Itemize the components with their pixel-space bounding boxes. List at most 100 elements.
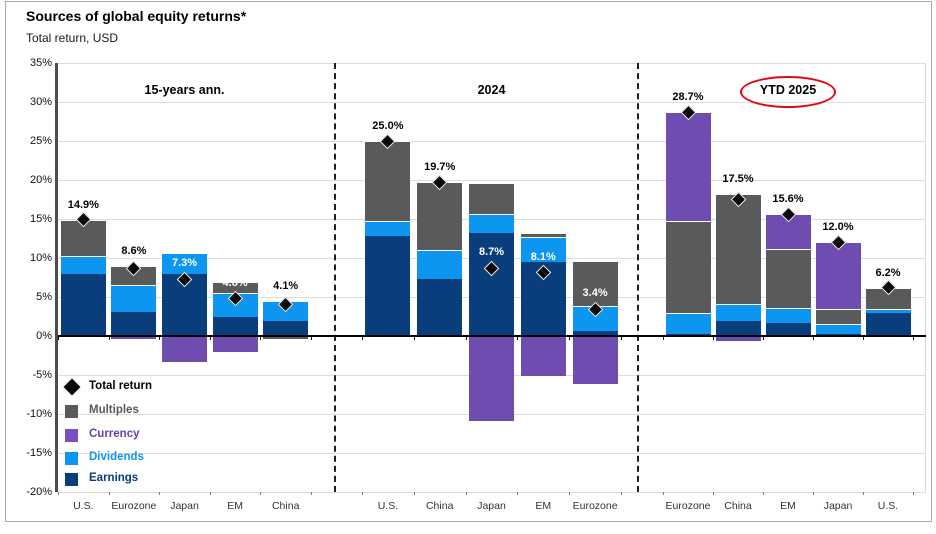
legend-swatch-icon: [65, 405, 78, 418]
x-axis-label: EM: [780, 500, 796, 512]
bar-segment-earnings: [365, 236, 411, 336]
bar-value-label: 8.6%: [121, 244, 147, 257]
gridline: [58, 452, 926, 454]
bar-segment-multiples: [815, 309, 861, 325]
bar-segment-currency: [212, 336, 258, 353]
chart-section: 15-years ann. 14.9% U.S. 8.6% Eurozone 7.3% Ja…: [58, 63, 311, 512]
zero-axis-tick: [159, 336, 161, 340]
bar-value-label: 12.0%: [822, 221, 854, 234]
bar-segment-earnings: [572, 331, 618, 336]
bar-segment-multiples: [715, 194, 761, 304]
bar-segment-dividends: [365, 221, 411, 237]
chart-section: YTD 2025 28.7% Eurozone 17.5% China 15.6% EM 12…: [663, 63, 913, 512]
bottom-axis-tick: [913, 492, 914, 495]
bottom-axis-tick: [311, 492, 312, 495]
y-axis-tick-label: 5%: [36, 290, 52, 303]
legend-swatch-icon: [65, 429, 78, 442]
zero-axis-tick: [108, 336, 110, 340]
bar-segment-multiples: [469, 183, 514, 214]
bar-segment-multiples: [417, 182, 463, 251]
x-axis-label: China: [425, 500, 454, 512]
bar-segment-earnings: [815, 333, 861, 336]
bar-segment-multiples: [263, 336, 309, 340]
chart-title: Sources of global equity returns*: [26, 8, 247, 24]
bar-segment-dividends: [469, 213, 514, 234]
bar-segment-dividends: [520, 236, 566, 262]
bottom-axis-tick: [663, 492, 664, 495]
bar-value-label: 14.9%: [67, 198, 99, 211]
bar-segment-currency: [715, 336, 761, 342]
zero-axis-tick: [813, 336, 814, 340]
bar-segment-currency: [162, 336, 207, 362]
legend-label: Multiples: [89, 404, 139, 416]
zero-axis-line: [58, 335, 926, 337]
bar-segment-earnings: [765, 322, 811, 336]
panel-border: [5, 1, 932, 522]
bottom-axis-tick: [763, 492, 764, 495]
zero-axis-tick: [209, 336, 211, 340]
section-separator-line: [637, 63, 639, 492]
y-axis-tick-label: 0%: [36, 329, 52, 342]
y-axis-tick-label: 10%: [29, 251, 52, 264]
x-axis-label: China: [271, 500, 300, 512]
section-title: 15-years ann.: [144, 83, 225, 97]
bar-segment-dividends: [162, 253, 207, 274]
bottom-axis-tick: [108, 492, 110, 495]
bar-segment-multiples: [365, 141, 411, 222]
legend-label: Total return: [89, 380, 153, 392]
y-axis-tick-label: -20%: [26, 485, 52, 498]
bar-segment-multiples: [212, 282, 258, 294]
bottom-axis-tick: [465, 492, 467, 495]
y-axis-line: [55, 63, 58, 492]
zero-axis-tick: [311, 336, 312, 340]
x-axis-label: Eurozone: [111, 500, 157, 512]
x-axis-label: Japan: [823, 500, 853, 512]
bottom-axis-tick: [260, 492, 262, 495]
bar-segment-dividends: [60, 256, 106, 275]
bottom-axis-tick: [517, 492, 519, 495]
zero-axis-tick: [863, 336, 864, 340]
bottom-axis-tick: [569, 492, 571, 495]
bar-segment-currency: [572, 336, 618, 385]
bar-value-label: 4.1%: [273, 279, 299, 292]
bar-segment-earnings: [865, 312, 911, 336]
zero-axis-tick: [913, 336, 914, 340]
bottom-axis-tick: [621, 492, 622, 495]
bar-value-label: 17.5%: [722, 173, 754, 186]
bar-segment-dividends: [865, 308, 911, 313]
x-axis-label: U.S.: [73, 500, 94, 512]
zero-axis-tick: [517, 336, 519, 340]
bar-segment-currency: [520, 336, 566, 376]
chart-section: 2024 25.0% U.S. 19.7% China 8.7% Japan 8.1% EM 3.…: [362, 63, 621, 512]
bar-segment-multiples: [765, 248, 811, 308]
bottom-axis-tick: [413, 492, 415, 495]
gridline: [58, 140, 926, 142]
bottom-axis-tick: [362, 492, 363, 495]
zero-axis-tick: [569, 336, 571, 340]
ytd-2025-highlight-ellipse: [740, 76, 836, 108]
bar-segment-earnings: [111, 311, 157, 336]
x-axis-label: U.S.: [377, 500, 399, 512]
plot-area: 35% 30% 25% 20% 15% 10% 5% 0% -5% -10% -15% -20% 15-…: [26, 57, 926, 512]
bottom-axis-tick: [58, 492, 59, 495]
bar-value-label: 15.6%: [772, 193, 804, 206]
x-axis-label: EM: [535, 500, 552, 512]
bar-segment-multiples: [665, 220, 711, 314]
bar-segment-currency: [815, 242, 861, 310]
bar-segment-earnings: [469, 233, 514, 336]
legend-label: Currency: [89, 428, 140, 440]
zero-axis-tick: [465, 336, 467, 340]
bar-value-label: 8.7%: [478, 246, 505, 259]
plot-right-border: [925, 63, 926, 492]
bar-value-label: 7.3%: [171, 257, 198, 270]
x-axis-label: Japan: [477, 500, 506, 512]
x-axis-label: Eurozone: [665, 500, 711, 512]
zero-axis-tick: [362, 336, 363, 340]
y-axis-tick-label: 30%: [29, 95, 52, 108]
y-axis-tick-label: -5%: [32, 368, 52, 381]
bar-segment-earnings: [212, 317, 258, 336]
bar-value-label: 4.8%: [222, 276, 248, 289]
section-separator-line: [334, 63, 336, 492]
section-title: 2024: [477, 83, 506, 97]
